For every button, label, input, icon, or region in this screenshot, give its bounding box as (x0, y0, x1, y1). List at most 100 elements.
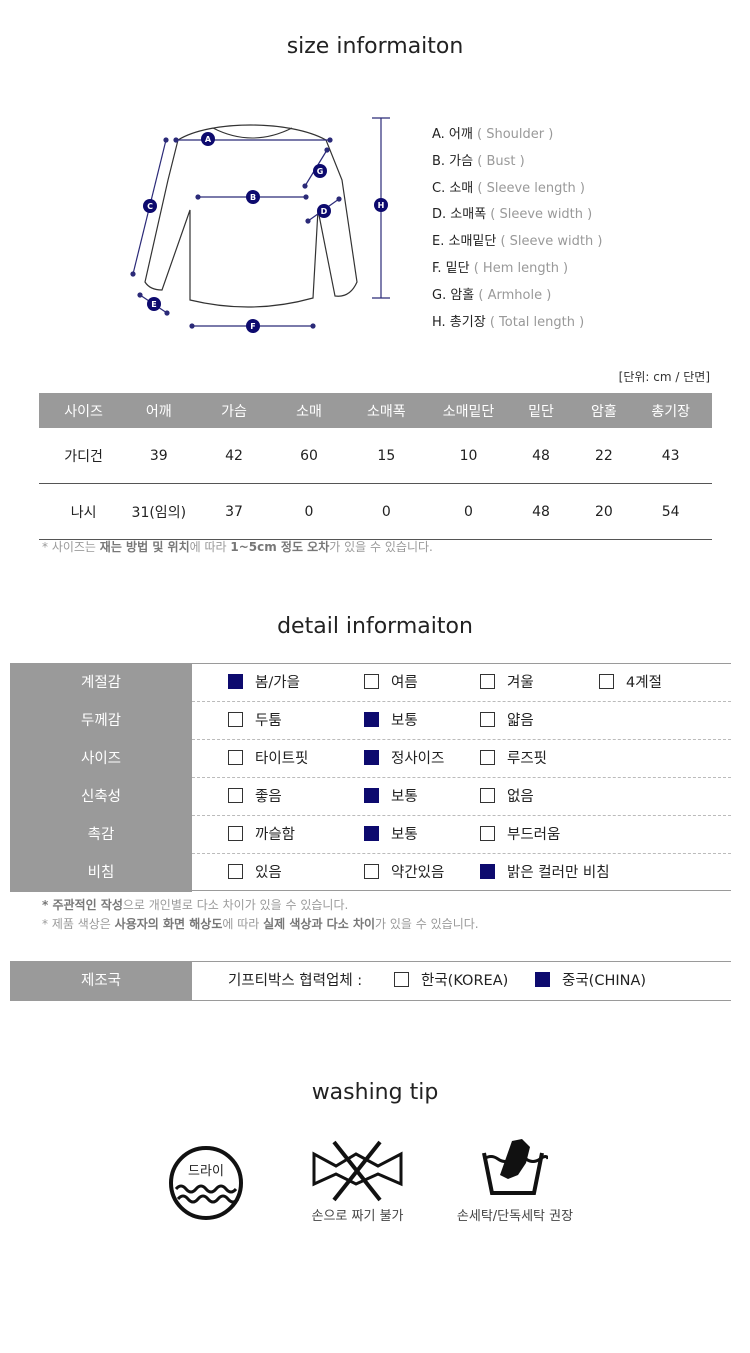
table-cell: 10 (433, 428, 504, 484)
option-checkbox[interactable]: 보통 (364, 778, 418, 816)
table-cell: 0 (278, 483, 340, 540)
header-cell: 암홀 (578, 393, 630, 428)
row-divider (192, 739, 731, 740)
marker-g: G (313, 164, 327, 178)
table-cell: 0 (339, 483, 434, 540)
option-checkbox[interactable]: 까슬함 (228, 816, 295, 854)
checkbox-checked[interactable] (364, 788, 379, 803)
option-checkbox[interactable]: 보통 (364, 702, 418, 740)
option-label: 보통 (391, 789, 418, 805)
table-row: 나시 31(임의) 37 0 0 0 48 20 54 (39, 483, 712, 540)
option-checkbox[interactable]: 약간있음 (364, 854, 444, 892)
option-label: 루즈핏 (507, 751, 548, 767)
no-wring-icon (310, 1140, 405, 1202)
checkbox-unchecked[interactable] (480, 750, 495, 765)
checkbox-unchecked[interactable] (480, 674, 495, 689)
option-checkbox[interactable]: 여름 (364, 664, 418, 702)
detail-label: 신축성 (10, 778, 192, 816)
option-label: 있음 (255, 865, 282, 881)
detail-row-texture: 촉감 까슬함 보통 부드러움 (10, 816, 731, 854)
option-checkbox[interactable]: 4계절 (599, 664, 662, 702)
table-cell: 31(임의) (128, 483, 190, 540)
svg-text:B: B (250, 193, 256, 202)
washing-section-title: washing tip (311, 1080, 439, 1105)
checkbox-unchecked[interactable] (228, 864, 243, 879)
detail-table: 계절감 봄/가을 여름 겨울 4계절 두께감 두툼 보통 얇음 사이즈 타이트핏… (10, 663, 731, 892)
table-row: 가디건 39 42 60 15 10 48 22 43 (39, 428, 712, 484)
table-cell: 20 (578, 483, 630, 540)
checkbox-unchecked[interactable] (480, 826, 495, 841)
checkbox-unchecked[interactable] (480, 788, 495, 803)
legend-item: A. 어깨 ( Shoulder ) (432, 127, 554, 142)
detail-row-elasticity: 신축성 좋음 보통 없음 (10, 778, 731, 816)
table-cell: 15 (339, 428, 434, 484)
checkbox-unchecked[interactable] (364, 864, 379, 879)
size-section-title: size informaiton (286, 34, 464, 59)
table-cell: 48 (503, 483, 579, 540)
option-label: 까슬함 (255, 827, 296, 843)
checkbox-checked[interactable] (364, 826, 379, 841)
legend-item: E. 소매밑단 ( Sleeve width ) (432, 234, 603, 250)
option-label: 중국(CHINA) (562, 973, 647, 989)
checkbox-unchecked[interactable] (394, 972, 409, 987)
marker-c: C (143, 199, 157, 213)
option-checkbox[interactable]: 얇음 (480, 702, 534, 740)
option-checkbox[interactable]: 루즈핏 (480, 740, 547, 778)
option-checkbox[interactable]: 중국(CHINA) (535, 962, 646, 1000)
marker-f: F (246, 319, 260, 333)
checkbox-unchecked[interactable] (228, 750, 243, 765)
checkbox-unchecked[interactable] (364, 674, 379, 689)
option-checkbox[interactable]: 밝은 컬러만 비침 (480, 854, 610, 892)
option-label: 한국(KOREA) (421, 973, 509, 989)
measurement-legend: A. 어깨 ( Shoulder ) B. 가슴 ( Bust ) C. 소매 … (432, 122, 602, 336)
checkbox-checked[interactable] (480, 864, 495, 879)
option-checkbox[interactable]: 한국(KOREA) (394, 962, 508, 1000)
unit-label: [단위: cm / 단면] (618, 370, 710, 384)
row-divider (192, 853, 731, 854)
checkbox-checked[interactable] (535, 972, 550, 987)
checkbox-checked[interactable] (364, 750, 379, 765)
table-cell: 37 (189, 483, 279, 540)
marker-e: E (147, 297, 161, 311)
option-checkbox[interactable]: 있음 (228, 854, 282, 892)
header-cell: 소매폭 (339, 393, 434, 428)
option-label: 부드러움 (507, 827, 561, 843)
detail-row-thickness: 두께감 두툼 보통 얇음 (10, 702, 731, 740)
checkbox-checked[interactable] (228, 674, 243, 689)
header-cell: 밑단 (503, 393, 579, 428)
option-checkbox[interactable]: 없음 (480, 778, 534, 816)
detail-label: 비침 (10, 854, 192, 892)
option-checkbox[interactable]: 정사이즈 (364, 740, 444, 778)
option-checkbox[interactable]: 좋음 (228, 778, 282, 816)
checkbox-unchecked[interactable] (599, 674, 614, 689)
origin-label: 제조국 (10, 962, 192, 1000)
option-checkbox[interactable]: 부드러움 (480, 816, 560, 854)
checkbox-checked[interactable] (364, 712, 379, 727)
table-cell: 가디건 (39, 428, 129, 484)
option-label: 밝은 컬러만 비침 (507, 865, 610, 881)
checkbox-unchecked[interactable] (228, 826, 243, 841)
checkbox-unchecked[interactable] (228, 712, 243, 727)
marker-b: B (246, 190, 260, 204)
origin-prefix: 기프티박스 협력업체 : (228, 973, 363, 989)
table-cell: 48 (503, 428, 579, 484)
detail-label: 촉감 (10, 816, 192, 854)
svg-text:H: H (378, 201, 385, 210)
option-checkbox[interactable]: 두툼 (228, 702, 282, 740)
detail-row-size: 사이즈 타이트핏 정사이즈 루즈핏 (10, 740, 731, 778)
table-cell: 42 (189, 428, 279, 484)
row-divider (192, 815, 731, 816)
header-cell: 어깨 (128, 393, 190, 428)
hand-wash-icon (478, 1135, 550, 1200)
marker-h: H (374, 198, 388, 212)
option-checkbox[interactable]: 봄/가을 (228, 664, 300, 702)
size-table: 사이즈 어깨 가슴 소매 소매폭 소매밑단 밑단 암홀 총기장 가디건 39 4… (39, 393, 712, 540)
header-cell: 소매 (278, 393, 340, 428)
option-checkbox[interactable]: 겨울 (480, 664, 534, 702)
checkbox-unchecked[interactable] (228, 788, 243, 803)
origin-row: 제조국 기프티박스 협력업체 : 한국(KOREA) 중국(CHINA) (10, 961, 731, 1001)
option-checkbox[interactable]: 보통 (364, 816, 418, 854)
option-checkbox[interactable]: 타이트핏 (228, 740, 308, 778)
checkbox-unchecked[interactable] (480, 712, 495, 727)
marker-a: A (201, 132, 215, 146)
